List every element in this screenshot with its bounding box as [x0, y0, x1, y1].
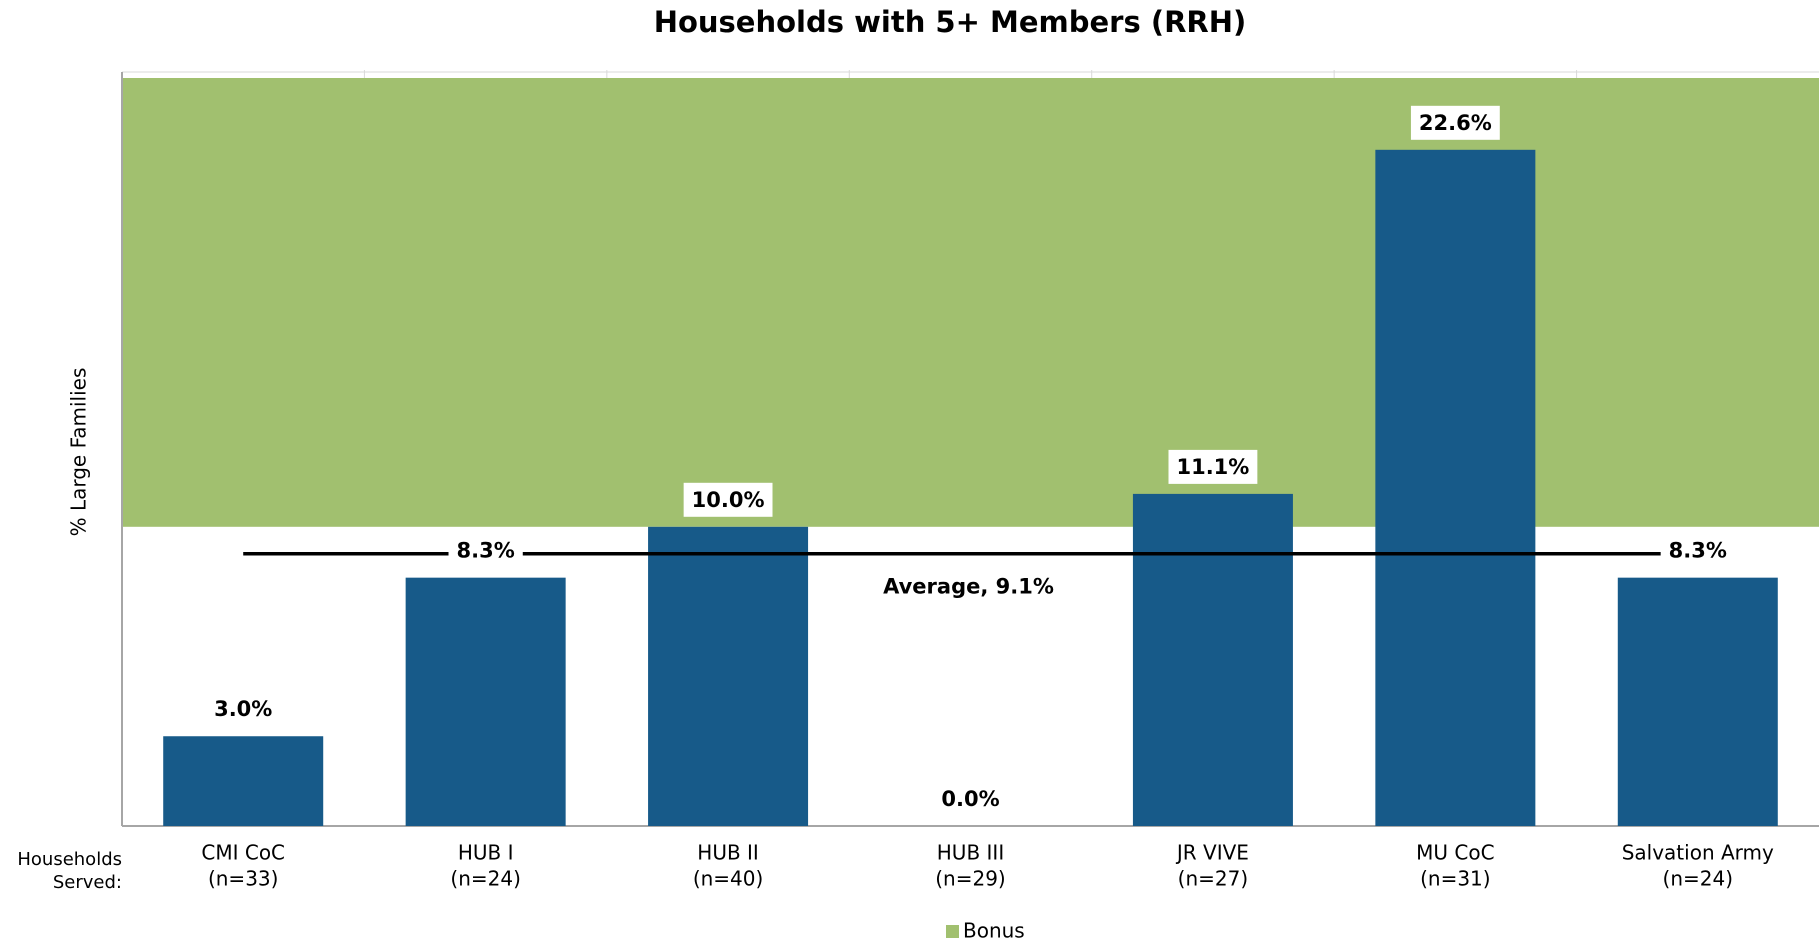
x-tick-label: Salvation Army	[1622, 841, 1774, 865]
x-tick-count: (n=40)	[693, 867, 764, 891]
average-label: Average, 9.1%	[883, 575, 1054, 599]
x-tick-label: HUB I	[458, 841, 514, 865]
bar	[648, 526, 809, 826]
value-label-box	[1410, 105, 1500, 140]
value-label: 0.0%	[941, 787, 999, 811]
bar	[1375, 149, 1536, 827]
x-tick-label: JR VIVE	[1175, 841, 1249, 865]
legend-swatch	[946, 925, 959, 938]
x-tick-label: MU CoC	[1416, 841, 1494, 865]
value-label: 11.1%	[1176, 455, 1249, 479]
value-label: 8.3%	[1669, 539, 1727, 563]
bar	[1617, 577, 1778, 826]
x-tick-count: (n=27)	[1178, 867, 1249, 891]
bar	[1132, 493, 1293, 826]
y-axis-label: % Large Families	[67, 368, 91, 537]
x-tick-count: (n=29)	[935, 867, 1006, 891]
x-tick-label: HUB III	[937, 841, 1004, 865]
x-axis-label-line: Served:	[53, 872, 122, 893]
value-label-box	[683, 482, 773, 517]
bar	[405, 577, 566, 826]
x-tick-count: (n=24)	[1663, 867, 1734, 891]
bonus-band	[122, 78, 1819, 527]
value-label: 10.0%	[692, 488, 765, 512]
value-label: 8.3%	[457, 539, 515, 563]
value-label: 3.0%	[214, 697, 272, 721]
x-tick-count: (n=33)	[208, 867, 279, 891]
value-label-box	[448, 533, 523, 568]
x-tick-label: CMI CoC	[201, 841, 285, 865]
chart-title: Households with 5+ Members (RRH)	[654, 5, 1247, 39]
x-tick-label: HUB II	[697, 841, 759, 865]
value-label: 22.6%	[1419, 111, 1492, 135]
value-label-box	[1660, 533, 1735, 568]
bar	[163, 736, 324, 826]
x-tick-count: (n=24)	[450, 867, 521, 891]
x-axis-label: Households Served:	[17, 849, 122, 893]
value-label-box	[206, 692, 281, 727]
x-axis-label-line: Households	[17, 849, 122, 870]
value-label-box	[1168, 449, 1258, 484]
value-label-box	[933, 782, 1008, 816]
legend-label: Bonus	[963, 919, 1025, 943]
x-tick-count: (n=31)	[1420, 867, 1491, 891]
